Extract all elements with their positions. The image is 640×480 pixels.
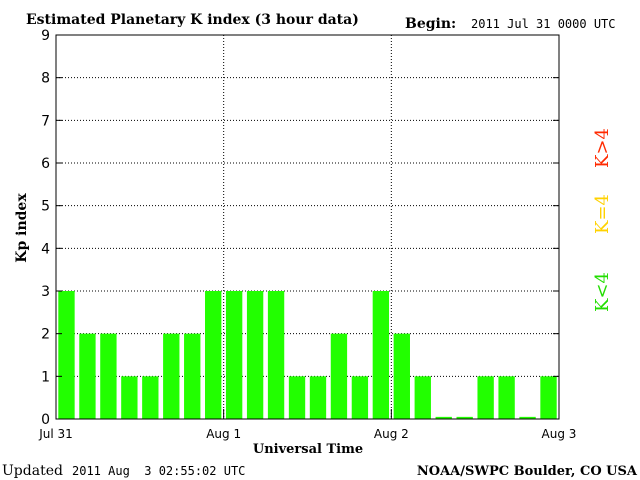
updated-value: 2011 Aug 3 02:55:02 UTC xyxy=(72,464,245,478)
source-credit: NOAA/SWPC Boulder, CO USA xyxy=(417,464,638,479)
bar xyxy=(205,291,222,419)
legend: K>4 K=4 K<4 xyxy=(592,128,613,312)
bar xyxy=(540,376,557,419)
bar xyxy=(184,333,201,419)
x-axis-label: Universal Time xyxy=(253,442,363,457)
plot-area-frame xyxy=(55,34,560,420)
bar xyxy=(519,416,536,419)
bar xyxy=(393,333,410,419)
grid-lines xyxy=(56,35,559,419)
bar xyxy=(142,376,159,419)
y-axis-ticks: 0 1 2 3 4 5 6 7 8 9 xyxy=(41,28,559,428)
bar xyxy=(246,291,264,419)
y-tick-label: 3 xyxy=(41,284,50,300)
bar xyxy=(351,376,369,419)
bar xyxy=(435,416,452,419)
bar xyxy=(414,376,431,419)
y-tick-label: 1 xyxy=(41,369,50,385)
y-tick-label: 7 xyxy=(41,113,50,129)
chart-title: Estimated Planetary K index (3 hour data… xyxy=(26,12,359,28)
updated-label: Updated xyxy=(2,463,63,479)
bar xyxy=(309,376,327,419)
x-tick-label: Aug 2 xyxy=(374,427,409,441)
x-tick-label: Aug 1 xyxy=(206,427,241,441)
bar xyxy=(225,291,243,419)
bar xyxy=(288,376,306,419)
y-tick-label: 8 xyxy=(41,71,50,87)
bar xyxy=(330,333,348,419)
bar xyxy=(121,376,138,419)
y-tick-label: 5 xyxy=(41,199,50,215)
begin-value: 2011 Jul 31 0000 UTC xyxy=(471,17,616,31)
x-tick-label: Aug 3 xyxy=(542,427,577,441)
legend-k-eq-4: K=4 xyxy=(592,194,613,234)
bar xyxy=(100,333,117,419)
bar xyxy=(79,333,96,419)
y-tick-label: 4 xyxy=(41,241,50,257)
bar xyxy=(58,291,75,419)
y-axis-label: Kp index xyxy=(14,193,30,263)
y-tick-label: 6 xyxy=(41,156,50,172)
begin-label: Begin: xyxy=(405,16,456,32)
legend-k-lt-4: K<4 xyxy=(592,272,613,312)
bar xyxy=(267,291,285,419)
x-axis-ticks: Jul 31 Aug 1 Aug 2 Aug 3 xyxy=(38,409,576,441)
y-tick-label: 2 xyxy=(41,327,50,343)
x-tick-label: Jul 31 xyxy=(38,427,73,441)
legend-k-gt-4: K>4 xyxy=(592,128,613,168)
y-tick-label: 0 xyxy=(41,412,50,428)
bars-group xyxy=(58,291,557,419)
bar xyxy=(477,376,494,419)
y-tick-label: 9 xyxy=(41,28,50,44)
bar xyxy=(372,291,390,419)
bar xyxy=(456,416,473,419)
bar xyxy=(163,333,180,419)
bar xyxy=(498,376,515,419)
